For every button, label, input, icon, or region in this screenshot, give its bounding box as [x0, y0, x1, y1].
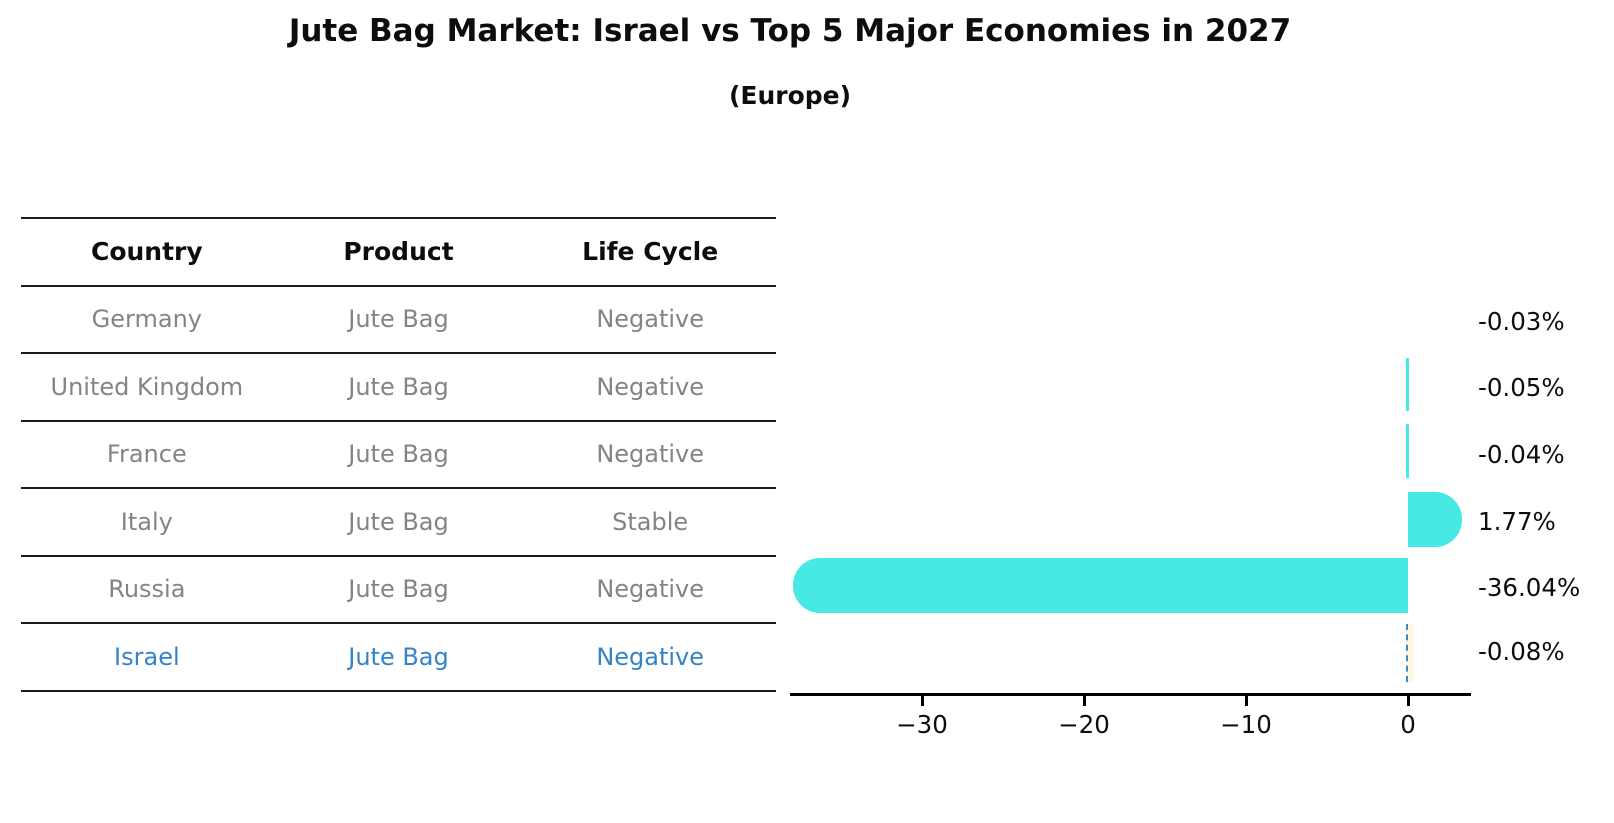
cell-product: Jute Bag: [348, 305, 449, 334]
chart-subtitle: (Europe): [728, 81, 852, 110]
value-label-germany: -0.03%: [1478, 307, 1565, 336]
cell-country: Russia: [108, 575, 186, 604]
cell-lifecycle: Negative: [596, 642, 705, 671]
bar-russia: [793, 558, 1408, 613]
cell-country: United Kingdom: [50, 372, 244, 401]
cell-product: Jute Bag: [348, 440, 449, 469]
x-axis-tick: [921, 696, 924, 706]
cell-product: Jute Bag: [348, 575, 449, 604]
x-tick-label: −10: [1220, 710, 1272, 739]
column-header-country: Country: [90, 237, 203, 267]
cell-lifecycle: Stable: [612, 507, 689, 536]
country-table: Country Product Life Cycle Germany Jute …: [21, 217, 776, 692]
value-label-united-kingdom: -0.05%: [1478, 373, 1565, 402]
x-tick-label: 0: [1400, 710, 1416, 739]
value-label-france: -0.04%: [1478, 440, 1565, 469]
x-tick-label: −20: [1058, 710, 1110, 739]
table-row-russia: Russia Jute Bag Negative: [21, 554, 776, 623]
cell-product: Jute Bag: [348, 372, 449, 401]
bar-italy: [1408, 492, 1462, 547]
cell-country: France: [106, 440, 187, 469]
value-label-israel: -0.08%: [1478, 637, 1565, 666]
table-row-italy: Italy Jute Bag Stable: [21, 487, 776, 555]
x-axis-tick: [1407, 696, 1410, 706]
cell-lifecycle: Negative: [596, 440, 705, 469]
column-header-lifecycle: Life Cycle: [582, 237, 719, 267]
x-axis-tick: [1245, 696, 1248, 706]
x-axis-tick: [1083, 696, 1086, 706]
value-label-italy: 1.77%: [1478, 507, 1556, 536]
table-header-row: Country Product Life Cycle: [21, 217, 776, 285]
bar-israel-dashed: [1406, 624, 1413, 682]
cell-lifecycle: Negative: [596, 575, 705, 604]
value-label-russia: -36.04%: [1478, 573, 1581, 602]
cell-country: Italy: [120, 507, 173, 536]
cell-country: Germany: [91, 305, 202, 334]
bar-france: [1406, 424, 1409, 478]
table-row-france: France Jute Bag Negative: [21, 419, 776, 488]
cell-country: Israel: [114, 642, 180, 671]
cell-product: Jute Bag: [348, 642, 449, 671]
table-row-israel: Israel Jute Bag Negative: [21, 622, 776, 690]
bar-united-kingdom: [1406, 358, 1409, 411]
table-row-united-kingdom: United Kingdom Jute Bag Negative: [21, 352, 776, 420]
cell-lifecycle: Negative: [596, 372, 705, 401]
chart-title: Jute Bag Market: Israel vs Top 5 Major E…: [288, 13, 1292, 49]
cell-product: Jute Bag: [348, 507, 449, 536]
column-header-product: Product: [343, 237, 454, 267]
table-row-germany: Germany Jute Bag Negative: [21, 284, 776, 353]
x-axis-line: [790, 693, 1471, 696]
cell-lifecycle: Negative: [596, 305, 705, 334]
x-tick-label: −30: [896, 710, 948, 739]
